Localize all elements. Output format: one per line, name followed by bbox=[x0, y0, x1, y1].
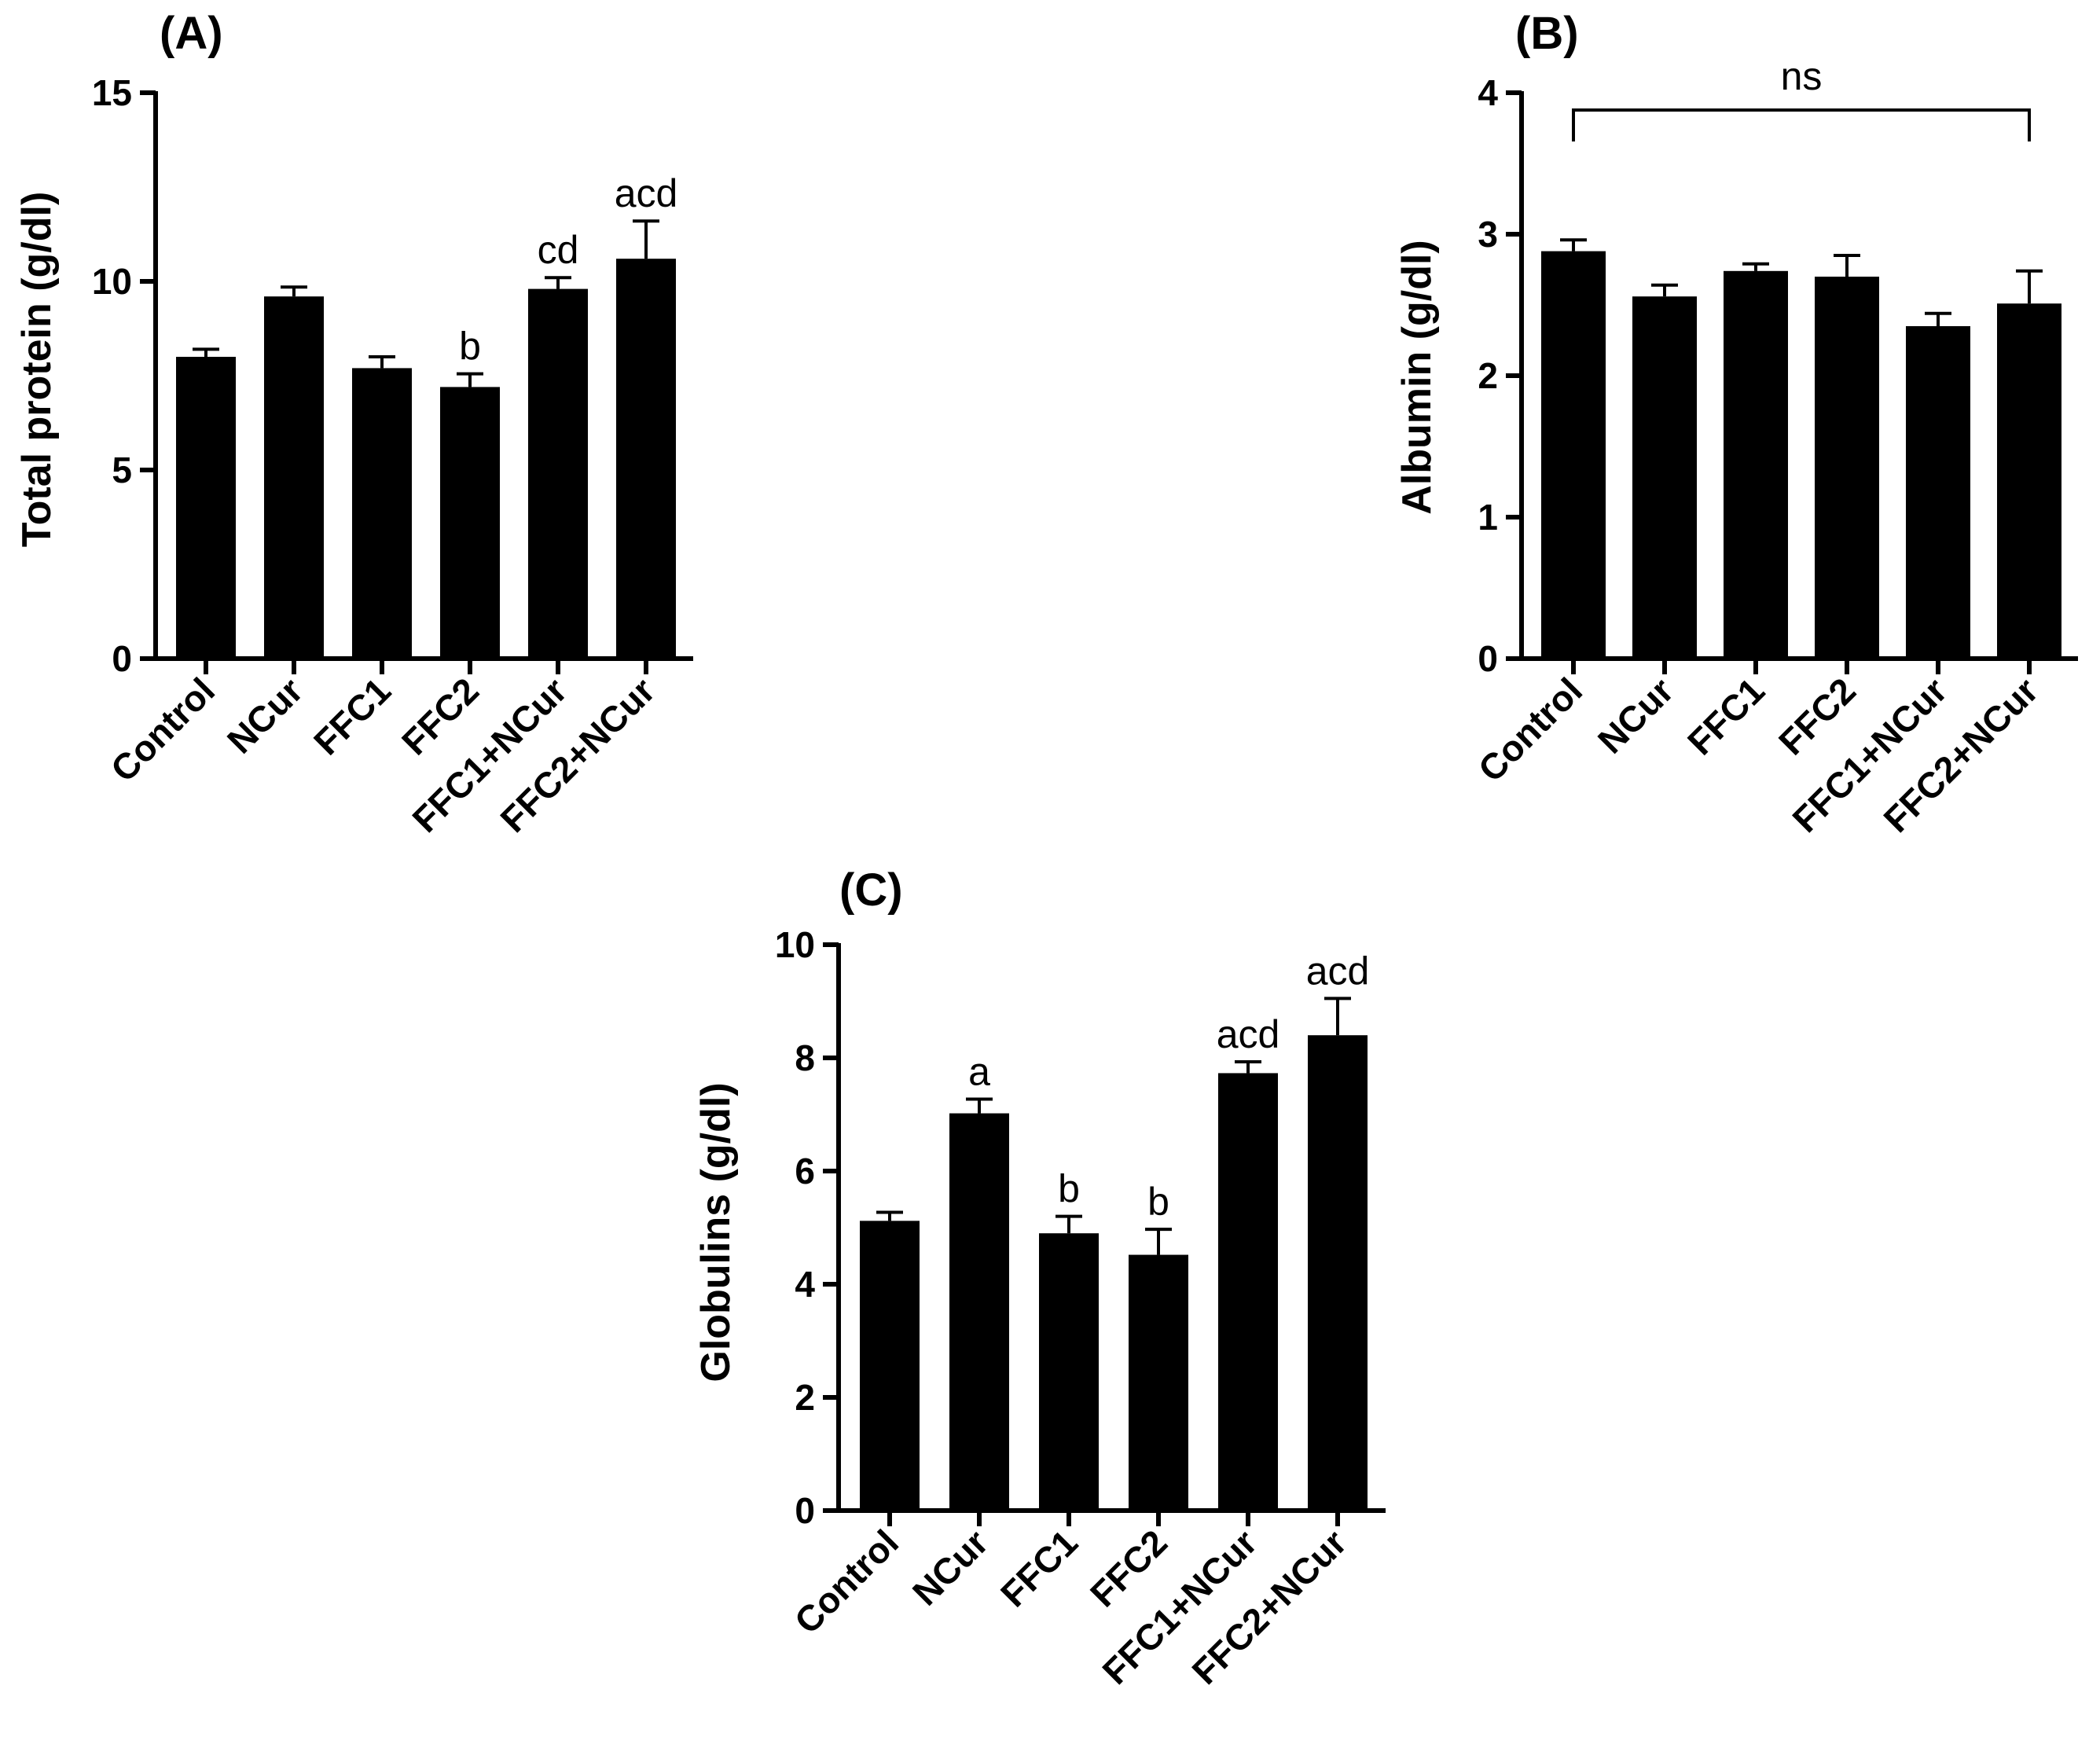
panel-b-category-label: FFC1 bbox=[1680, 670, 1772, 762]
panel-b-bar-control bbox=[1541, 251, 1606, 659]
panel-c-category-label: FFC1 bbox=[993, 1522, 1085, 1614]
panel-c-y-tick-label: 6 bbox=[795, 1151, 815, 1191]
panel-a-significance-letter: b bbox=[459, 325, 481, 369]
panel-b-bars bbox=[1541, 251, 2061, 659]
panel-c-category-label: NCur bbox=[905, 1522, 996, 1613]
panel-a-category-label: Control bbox=[103, 670, 222, 789]
panel-b-y-tick-label: 1 bbox=[1478, 497, 1498, 538]
panel-a-significance-letter: cd bbox=[538, 228, 579, 272]
panel-b-y-tick-label: 0 bbox=[1478, 638, 1498, 679]
panel-b-bar-ffc1 bbox=[1724, 270, 1788, 659]
panel-a-bars bbox=[176, 259, 676, 659]
panel-c-y-tick-label: 2 bbox=[795, 1377, 815, 1418]
panel-c-y-tick-label: 10 bbox=[775, 924, 815, 965]
panel-b-error-bars bbox=[1560, 238, 2043, 326]
panel-b-axes bbox=[1519, 91, 2078, 661]
panel-a-y-tick-label: 0 bbox=[112, 638, 132, 679]
panel-b-y-tick-label: 4 bbox=[1478, 72, 1498, 113]
panel-b-albumin: (B) Albumin (g/dl) 0 1 2 3 4 Control NCurFFC1… bbox=[1394, 8, 2078, 840]
panel-a-y-ticks: 0 5 10 15 bbox=[92, 72, 156, 679]
panel-b-y-tick-label: 2 bbox=[1478, 355, 1498, 396]
panel-c-category-label: Control bbox=[787, 1522, 906, 1641]
panel-c-bar-ncur bbox=[949, 1113, 1009, 1511]
panel-b-label: (B) bbox=[1515, 8, 1579, 59]
panel-a-axes bbox=[153, 91, 693, 661]
panel-c-bar-ffc2-plus-ncur bbox=[1308, 1035, 1368, 1511]
panel-b-bracket-line bbox=[1572, 108, 2031, 141]
panel-b-bracket: ns bbox=[1572, 54, 2031, 141]
panel-c-significance-letter: acd bbox=[1217, 1012, 1280, 1056]
panel-c-bars bbox=[860, 1035, 1368, 1511]
panel-b-bar-ffc1-plus-ncur bbox=[1906, 326, 1970, 659]
panel-c-bar-ffc1-plus-ncur bbox=[1218, 1073, 1278, 1511]
panel-a-y-tick-label: 15 bbox=[92, 72, 132, 113]
panel-b-bar-ncur bbox=[1632, 296, 1697, 659]
panel-a-y-tick-label: 5 bbox=[112, 450, 132, 490]
panel-c-y-tick-label: 4 bbox=[795, 1264, 815, 1305]
panel-a-bar-ncur bbox=[264, 296, 324, 659]
panel-c-bar-control bbox=[860, 1221, 920, 1511]
panel-b-bracket-label: ns bbox=[1781, 54, 1823, 98]
panel-c-y-ticks: 0 2 4 6 8 10 bbox=[775, 924, 839, 1531]
panel-b-category-label: NCur bbox=[1590, 670, 1681, 761]
panel-a-bar-ffc1-plus-ncur bbox=[528, 288, 588, 659]
panel-c-axes bbox=[836, 943, 1386, 1513]
panel-a-category-label: NCur bbox=[219, 670, 310, 761]
panel-c-label: (C) bbox=[839, 865, 903, 916]
panel-c-significance-letter: acd bbox=[1306, 949, 1370, 993]
panel-c-y-tick-label: 0 bbox=[795, 1490, 815, 1531]
panel-c-significance-letter: b bbox=[1058, 1167, 1080, 1211]
panel-c-significance-letter: b bbox=[1147, 1180, 1169, 1224]
panel-b-category-label: Control bbox=[1470, 670, 1590, 789]
panel-b-y-axis-label: Albumin (g/dl) bbox=[1394, 240, 1440, 514]
panel-c-y-axis-label: Globulins (g/dl) bbox=[693, 1082, 739, 1382]
panel-a-bar-ffc2 bbox=[440, 387, 500, 659]
panel-a-bar-control bbox=[176, 357, 236, 659]
panel-b-y-tick-label: 3 bbox=[1478, 214, 1498, 255]
panel-b-bar-ffc2 bbox=[1815, 277, 1879, 659]
panel-c-y-tick-label: 8 bbox=[795, 1037, 815, 1078]
panel-c-bar-ffc1 bbox=[1039, 1233, 1099, 1511]
panel-c-significance-letter: a bbox=[968, 1050, 990, 1094]
panel-b-y-ticks: 0 1 2 3 4 bbox=[1478, 72, 1522, 679]
panel-a-label: (A) bbox=[160, 8, 223, 59]
panel-a-category-label: FFC1 bbox=[306, 670, 398, 762]
panel-a-y-tick-label: 10 bbox=[92, 261, 132, 302]
panel-a-y-axis-label: Total protein (g/dl) bbox=[14, 192, 60, 548]
panel-c-bar-ffc2 bbox=[1129, 1254, 1188, 1511]
panel-a-error-bars bbox=[193, 219, 659, 387]
panel-a-significance-letter: acd bbox=[615, 171, 678, 215]
panel-a-bar-ffc1 bbox=[352, 368, 412, 659]
panel-b-bar-ffc2-plus-ncur bbox=[1997, 303, 2061, 659]
panel-a-bar-ffc2-plus-ncur bbox=[616, 259, 676, 659]
panel-c-error-bars bbox=[876, 997, 1351, 1255]
